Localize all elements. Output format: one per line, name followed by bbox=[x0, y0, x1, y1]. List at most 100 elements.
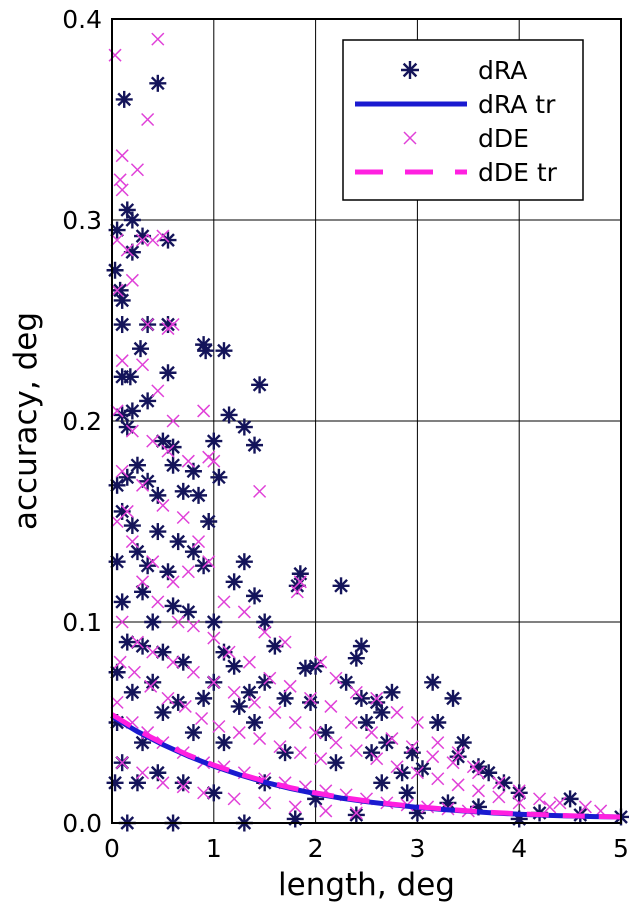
point-dde bbox=[113, 173, 127, 187]
point-dde bbox=[370, 752, 384, 766]
point-drA bbox=[108, 221, 126, 239]
point-dde bbox=[578, 800, 592, 814]
point-dde bbox=[136, 233, 150, 247]
point-drA bbox=[373, 774, 391, 792]
point-dde bbox=[258, 625, 272, 639]
point-dde bbox=[227, 792, 241, 806]
y-axis-label: accuracy, deg bbox=[8, 312, 44, 530]
point-drA bbox=[184, 724, 202, 742]
point-drA bbox=[317, 724, 335, 742]
point-drA bbox=[139, 472, 157, 490]
point-dde bbox=[247, 695, 262, 709]
point-drA bbox=[246, 587, 264, 605]
point-dde bbox=[151, 384, 165, 398]
point-drA bbox=[235, 553, 253, 571]
point-drA bbox=[134, 637, 152, 655]
point-drA bbox=[296, 659, 314, 677]
point-dde bbox=[431, 772, 445, 786]
point-dde bbox=[156, 776, 170, 790]
point-dde bbox=[410, 766, 424, 780]
point-drA bbox=[378, 734, 396, 752]
ticks: 0 1 2 3 4 5 0.0 0.1 0.2 0.3 0.4 bbox=[62, 5, 629, 863]
point-dde bbox=[293, 746, 307, 760]
point-dde bbox=[512, 796, 526, 810]
legend-label: dRA bbox=[478, 56, 527, 85]
point-dde bbox=[166, 414, 180, 428]
trend-dde-tr bbox=[110, 712, 622, 820]
point-dde bbox=[125, 535, 139, 549]
point-dde bbox=[110, 404, 124, 418]
point-dde bbox=[273, 740, 287, 754]
point-dde bbox=[166, 575, 180, 589]
point-drA bbox=[123, 683, 141, 701]
point-drA bbox=[149, 74, 167, 92]
point-dde bbox=[258, 796, 272, 810]
point-dde bbox=[156, 498, 170, 512]
point-drA bbox=[111, 281, 129, 299]
point-drA bbox=[286, 810, 304, 828]
x-tick-label: 2 bbox=[308, 834, 324, 863]
point-dde bbox=[290, 585, 304, 599]
point-dde bbox=[365, 726, 379, 740]
point-drA bbox=[195, 557, 213, 575]
y-tick-label: 0.2 bbox=[62, 407, 102, 436]
legend-label: dDE bbox=[478, 124, 529, 153]
point-dde bbox=[125, 273, 139, 287]
point-drA bbox=[128, 456, 146, 474]
x-tick-label: 4 bbox=[511, 834, 527, 863]
point-drA bbox=[139, 557, 157, 575]
point-drA bbox=[149, 764, 167, 782]
point-drA bbox=[113, 316, 131, 334]
point-drA bbox=[358, 714, 375, 731]
point-dde bbox=[207, 675, 221, 689]
point-drA bbox=[230, 697, 248, 715]
legend-item: dDE bbox=[403, 124, 529, 153]
point-drA bbox=[205, 784, 223, 802]
point-drA bbox=[106, 261, 124, 279]
point-dde bbox=[146, 555, 160, 569]
point-dde bbox=[166, 655, 180, 669]
point-drA bbox=[398, 784, 416, 802]
point-drA bbox=[123, 243, 141, 261]
point-dde bbox=[115, 149, 129, 163]
point-dde bbox=[253, 732, 267, 746]
point-drA bbox=[123, 402, 141, 420]
point-dde bbox=[553, 796, 567, 810]
point-dde bbox=[186, 665, 200, 679]
point-dde bbox=[451, 778, 465, 792]
point-drA bbox=[220, 406, 238, 424]
point-drA bbox=[307, 657, 325, 675]
point-drA bbox=[383, 683, 401, 701]
point-drA bbox=[225, 657, 243, 675]
point-dde bbox=[390, 760, 404, 774]
point-drA bbox=[480, 764, 498, 782]
point-dde bbox=[268, 705, 282, 719]
point-drA bbox=[510, 784, 528, 802]
point-drA bbox=[164, 456, 182, 474]
point-dde bbox=[144, 679, 158, 693]
point-drA bbox=[235, 418, 253, 436]
point-drA bbox=[159, 364, 177, 382]
point-dde bbox=[136, 575, 150, 589]
point-drA bbox=[164, 597, 182, 615]
point-dde bbox=[309, 726, 323, 740]
point-dde bbox=[349, 744, 363, 758]
point-drA bbox=[113, 593, 131, 611]
point-dde bbox=[146, 233, 160, 247]
point-dde bbox=[110, 233, 124, 247]
point-dde bbox=[108, 48, 122, 62]
point-drA bbox=[159, 231, 177, 249]
point-dde bbox=[329, 736, 343, 750]
legend-label: dDE tr bbox=[478, 158, 558, 187]
point-dde bbox=[410, 715, 424, 730]
point-dde bbox=[110, 514, 124, 529]
point-dde bbox=[329, 671, 343, 685]
point-dde bbox=[161, 322, 175, 336]
point-dde bbox=[197, 786, 211, 800]
point-dde bbox=[349, 806, 363, 820]
point-dde bbox=[349, 685, 363, 699]
point-dde bbox=[113, 655, 127, 669]
point-dde bbox=[385, 732, 399, 746]
point-dde bbox=[136, 358, 150, 372]
point-dde bbox=[181, 454, 195, 468]
